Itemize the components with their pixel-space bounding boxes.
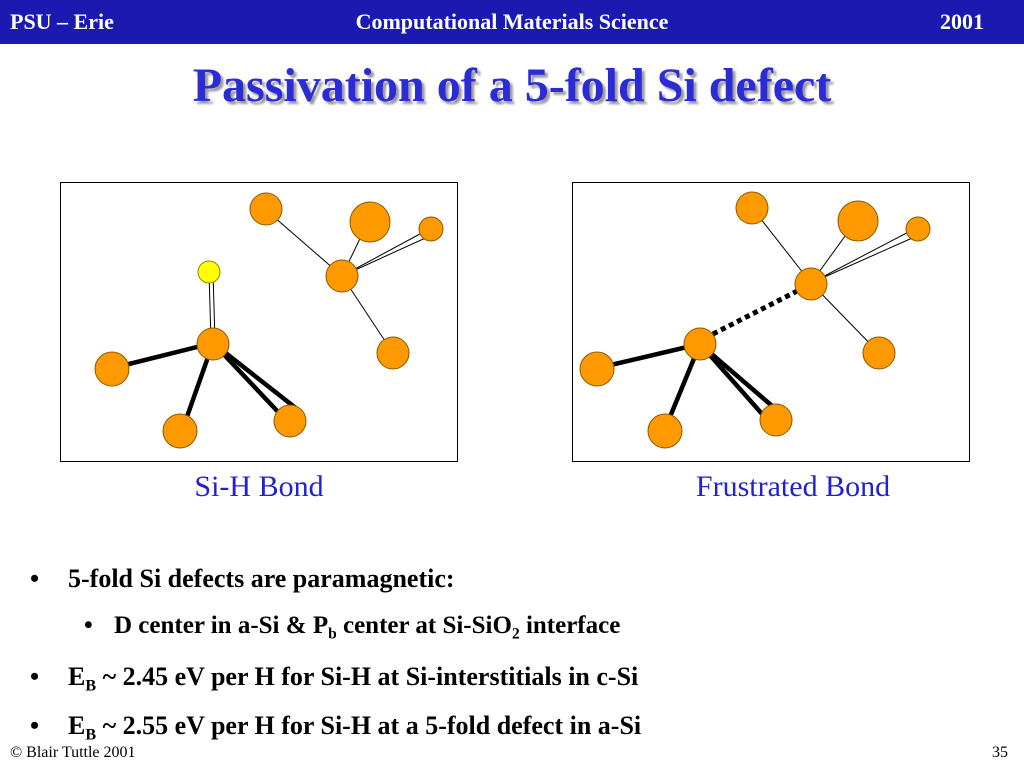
si-atom xyxy=(325,259,359,293)
bullet-text-part: E xyxy=(68,711,86,740)
caption-frustrated-bond: Frustrated Bond xyxy=(695,470,891,503)
bond-top-left xyxy=(265,209,343,277)
bullet-eb-5fold: • EB ~ 2.55 eV per H for Si-H at a 5-fol… xyxy=(30,711,642,744)
thick-bonds xyxy=(595,341,781,432)
si-atom xyxy=(794,267,828,301)
bond-center-left xyxy=(595,341,703,371)
slide-number: 35 xyxy=(992,744,1008,761)
slide-title: Passivation of a 5-fold Si defect xyxy=(192,59,832,112)
si-atom xyxy=(249,192,283,226)
bullet-paramagnetic: • 5-fold Si defects are paramagnetic: xyxy=(30,564,455,594)
bullet-text-part: D center in a-Si & P xyxy=(114,612,329,639)
bond-center-right-b xyxy=(210,340,300,412)
bond-top-small-a xyxy=(341,227,432,277)
bullet-text-part: ~ 2.55 eV per H for Si-H at a 5-fold def… xyxy=(96,711,642,740)
si-atom xyxy=(162,413,198,449)
si-atoms xyxy=(579,191,931,449)
thin-bonds xyxy=(752,208,920,354)
footer-copyright: © Blair Tuttle 2001 xyxy=(10,744,136,761)
h-atom xyxy=(197,260,221,284)
si-atom xyxy=(647,413,683,449)
figure-frustrated-bond xyxy=(572,182,970,462)
si-atom xyxy=(735,191,769,225)
si-atom xyxy=(579,351,615,387)
bullet-marker: • xyxy=(30,662,40,691)
subscript-b: B xyxy=(85,677,97,695)
bullet-text: 5-fold Si defects are paramagnetic: xyxy=(68,564,455,593)
si-atom xyxy=(376,336,410,370)
header-bar: PSU – Erie Computational Materials Scien… xyxy=(0,0,1024,44)
caption-si-h-bond: Si-H Bond xyxy=(194,470,324,503)
bullet-marker: • xyxy=(30,564,40,593)
bullet-text-part: E xyxy=(68,662,86,691)
si-atom xyxy=(94,351,130,387)
si-atom xyxy=(683,327,717,361)
si-atom xyxy=(196,327,230,361)
bond-center-left xyxy=(110,340,216,371)
subscript-b: b xyxy=(328,625,337,643)
bullet-eb-interstitial: • EB ~ 2.45 eV per H for Si-H at Si-inte… xyxy=(30,662,639,695)
bullet-text-part: interface xyxy=(519,612,621,639)
si-atoms xyxy=(94,192,444,449)
si-atom xyxy=(759,403,793,437)
subscript-2: 2 xyxy=(511,625,520,643)
si-atom xyxy=(837,200,879,242)
bullet-text-part: ~ 2.45 eV per H for Si-H at Si-interstit… xyxy=(96,662,639,691)
bullet-d-center: • D center in a-Si & Pb center at Si-SiO… xyxy=(84,612,621,643)
figure-si-h-bond xyxy=(60,182,458,462)
bullet-marker: • xyxy=(30,711,40,740)
si-atom xyxy=(418,216,444,242)
header-year: 2001 xyxy=(940,9,984,34)
bond-top-small-a xyxy=(810,226,919,284)
bond-top-small-b xyxy=(810,234,920,284)
si-atom xyxy=(905,216,931,242)
frustrated-bond-diagram xyxy=(579,191,931,449)
header-institution: PSU – Erie xyxy=(10,9,114,34)
si-atom xyxy=(273,404,307,438)
si-atom xyxy=(349,201,391,243)
frustrated-dotted-bond xyxy=(711,282,811,337)
subscript-b: B xyxy=(85,726,97,744)
bond-center-right-b xyxy=(697,341,781,414)
thin-bonds xyxy=(208,209,433,354)
header-course: Computational Materials Science xyxy=(355,9,669,34)
si-atom xyxy=(862,336,896,370)
si-h-bond-diagram xyxy=(94,192,444,449)
bullet-marker: • xyxy=(84,612,93,639)
bullet-text-part: center at Si-SiO xyxy=(336,612,512,639)
